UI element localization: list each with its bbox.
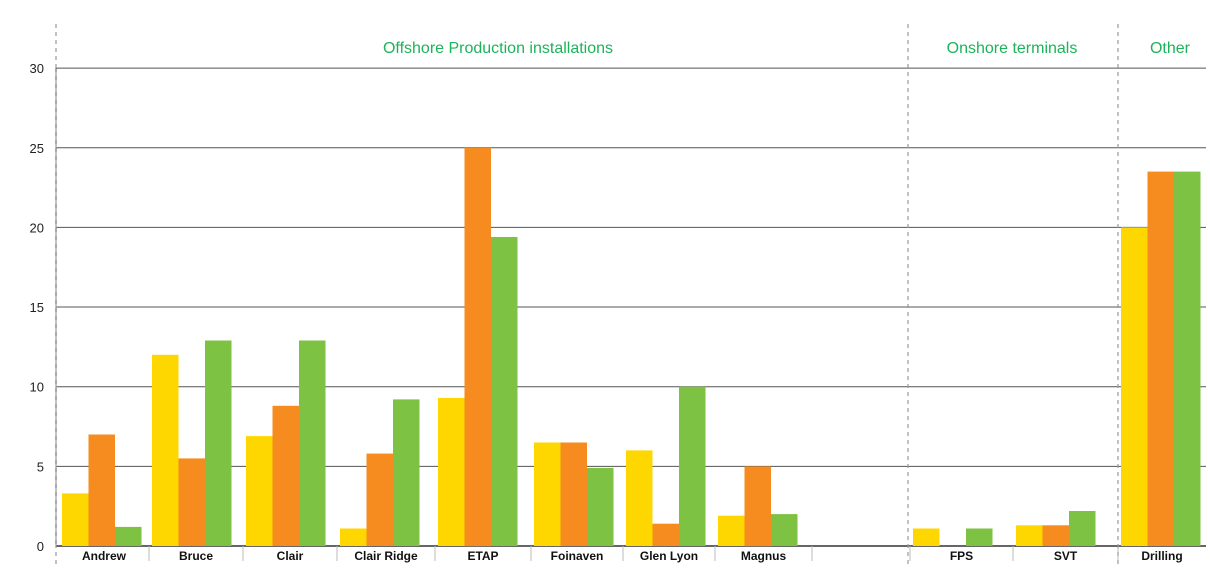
bar xyxy=(1121,227,1148,546)
bar xyxy=(1016,525,1043,546)
x-tick-label: Bruce xyxy=(179,549,213,563)
y-tick-label: 5 xyxy=(37,459,44,474)
y-tick-label: 30 xyxy=(30,61,44,76)
x-tick-label: Clair xyxy=(277,549,304,563)
x-tick-label: Foinaven xyxy=(551,549,604,563)
bar xyxy=(464,147,491,547)
x-tick-label: Drilling xyxy=(1141,549,1182,563)
bar xyxy=(62,493,89,546)
bar xyxy=(152,354,179,546)
bar xyxy=(491,237,518,546)
x-tick-label: ETAP xyxy=(467,549,498,563)
bar xyxy=(679,386,706,546)
bar xyxy=(246,436,273,546)
bar xyxy=(1147,171,1174,546)
bar xyxy=(534,442,561,546)
bar xyxy=(438,397,465,546)
bar xyxy=(1174,171,1201,546)
bar xyxy=(88,434,115,546)
bar xyxy=(205,340,232,546)
bar xyxy=(652,523,679,546)
x-tick-label: FPS xyxy=(950,549,973,563)
bar xyxy=(393,399,420,546)
bar xyxy=(366,453,393,546)
y-tick-label: 0 xyxy=(37,539,44,554)
bar xyxy=(587,467,614,546)
bar xyxy=(771,514,798,546)
y-tick-label: 10 xyxy=(30,380,44,395)
bar xyxy=(718,515,745,546)
bar xyxy=(966,528,993,546)
x-tick-label: Magnus xyxy=(741,549,787,563)
y-tick-label: 25 xyxy=(30,141,44,156)
bar xyxy=(626,450,653,546)
bar xyxy=(299,340,326,546)
bars xyxy=(62,147,1201,547)
bar xyxy=(744,466,771,547)
y-tick-label: 15 xyxy=(30,300,44,315)
group-title: Other xyxy=(1150,40,1191,57)
bar xyxy=(1042,525,1069,546)
group-title: Offshore Production installations xyxy=(383,40,613,57)
gridlines xyxy=(55,24,1206,567)
labels: 0 5 10 15 20 25 30 Offshore Production installa… xyxy=(30,40,1191,563)
bar xyxy=(560,442,587,546)
bar xyxy=(272,405,299,546)
x-tick-label: Andrew xyxy=(82,549,127,563)
bar xyxy=(115,526,142,546)
x-tick-label: SVT xyxy=(1054,549,1078,563)
bar xyxy=(340,528,367,546)
x-tick-label: Clair Ridge xyxy=(354,549,418,563)
bar xyxy=(178,458,205,546)
group-title: Onshore terminals xyxy=(947,40,1078,57)
bar xyxy=(913,528,940,546)
y-tick-label: 20 xyxy=(30,220,44,235)
x-tick-label: Glen Lyon xyxy=(640,549,698,563)
bar xyxy=(1069,511,1096,546)
